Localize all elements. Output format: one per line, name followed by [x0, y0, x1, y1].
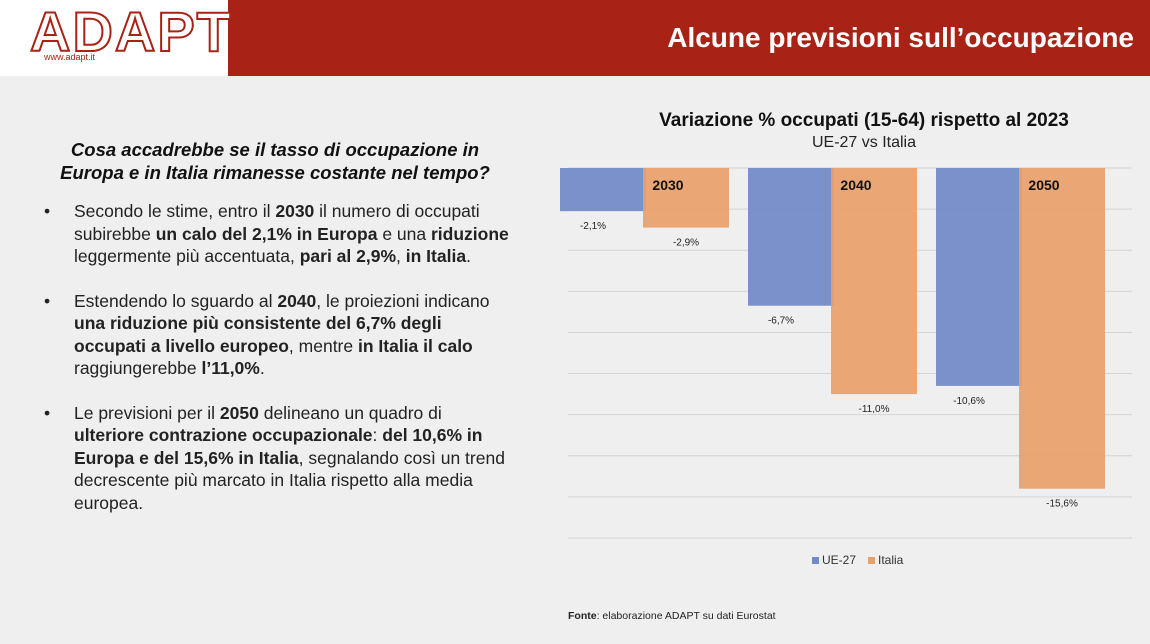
bullet-text: . — [466, 246, 471, 266]
bullet-text: , mentre — [288, 335, 358, 356]
bullet-text: Le previsioni per il — [74, 402, 220, 423]
bullet-text-bold: l’11,0% — [201, 358, 260, 378]
bullet-text: , le proiezioni indicano — [316, 290, 490, 311]
category-label: 2050 — [1028, 177, 1059, 193]
bullet-text: Secondo le stime, entro il — [74, 201, 276, 221]
bullet-text-bold: pari al 2,9% — [299, 246, 397, 266]
bullet-text-bold: 2030 — [275, 201, 315, 221]
bullet-list: • Secondo le stime, entro il 2030 il nume… — [40, 200, 510, 514]
bullet-item: • Le previsioni per il 2050 delineano un … — [40, 402, 510, 515]
bar-italia — [643, 168, 729, 228]
logo[interactable]: ADAPT www.adapt.it — [0, 0, 232, 76]
bullet-text: il numero di occupati subirebbe — [74, 201, 480, 244]
source-text: : elaborazione ADAPT su dati Eurostat — [596, 610, 776, 622]
bullet-text: e una — [377, 223, 431, 244]
bar-chart: Variazione % occupati (15-64) rispetto a… — [560, 100, 1140, 580]
data-label: -6,7% — [768, 316, 794, 327]
page-title: Alcune previsioni sull’occupazione — [667, 22, 1134, 53]
category-label: 2040 — [840, 177, 871, 193]
bullet-text: . — [259, 358, 265, 378]
logo-url: www.adapt.it — [44, 52, 96, 62]
bar-ue-27 — [936, 168, 1022, 386]
category-label: 2030 — [652, 177, 683, 193]
bullet-text-bold: 2040 — [277, 290, 317, 311]
source-note: Fonte: elaborazione ADAPT su dati Eurost… — [568, 610, 776, 622]
bullet-text-bold: 2050 — [219, 402, 259, 423]
header-bar: ADAPT www.adapt.it Alcune previsioni sul… — [0, 0, 1150, 76]
chart-title: Variazione % occupati (15-64) rispetto a… — [659, 110, 1069, 131]
bullet-dot: • — [44, 290, 51, 311]
bullet-item: • Estendendo lo sguardo al 2040, le proie… — [40, 290, 510, 380]
bullet-text-bold: ulteriore contrazione occupazionale — [74, 425, 373, 445]
bullet-text: , segnalando così un trend decrescente p… — [74, 447, 505, 513]
data-label: -2,9% — [673, 238, 699, 249]
bullet-text-bold: una riduzione più consistente del 6,7% d… — [74, 313, 442, 356]
text-panel: Cosa accadrebbe se il tasso di occupazio… — [40, 138, 510, 536]
legend-label: UE-27 — [822, 553, 856, 567]
legend-label: Italia — [878, 553, 904, 567]
question-heading: Cosa accadrebbe se il tasso di occupazio… — [60, 139, 490, 183]
bullet-dot: • — [44, 402, 51, 423]
bullet-text: raggiungerebbe — [74, 358, 202, 378]
bar-ue-27 — [748, 168, 834, 306]
bullet-text-bold: riduzione — [430, 223, 509, 244]
legend-swatch — [868, 557, 875, 564]
bullet-text-bold: un calo del 2,1% in Europa — [155, 223, 378, 244]
data-label: -10,6% — [953, 396, 985, 407]
bullet-text: : — [372, 425, 383, 445]
bullet-item: • Secondo le stime, entro il 2030 il nume… — [40, 200, 510, 268]
bullet-text: delineano un quadro di — [258, 402, 442, 423]
bar-italia — [831, 168, 917, 395]
bullet-text: leggermente più accentuata, — [74, 246, 300, 266]
logo-text: ADAPT — [29, 0, 233, 63]
data-label: -11,0% — [859, 404, 890, 415]
bullet-text-bold: in Italia il calo — [357, 335, 473, 356]
bullet-dot: • — [44, 201, 51, 221]
chart-subtitle: UE-27 vs Italia — [812, 134, 916, 151]
legend-swatch — [812, 557, 819, 564]
bullet-text: Estendendo lo sguardo al — [74, 290, 278, 311]
data-label: -2,1% — [580, 221, 606, 232]
bar-italia — [1019, 168, 1105, 489]
source-label: Fonte — [568, 610, 597, 622]
bar-ue-27 — [560, 168, 646, 212]
bullet-text: , — [396, 246, 406, 266]
bullet-text-bold: in Italia — [405, 246, 467, 266]
chart-svg: Variazione % occupati (15-64) rispetto a… — [560, 110, 1132, 567]
bullet-text-bold: del 10,6% in Europa e del 15,6% in Itali… — [74, 425, 483, 468]
data-label: -15,6% — [1046, 499, 1078, 510]
